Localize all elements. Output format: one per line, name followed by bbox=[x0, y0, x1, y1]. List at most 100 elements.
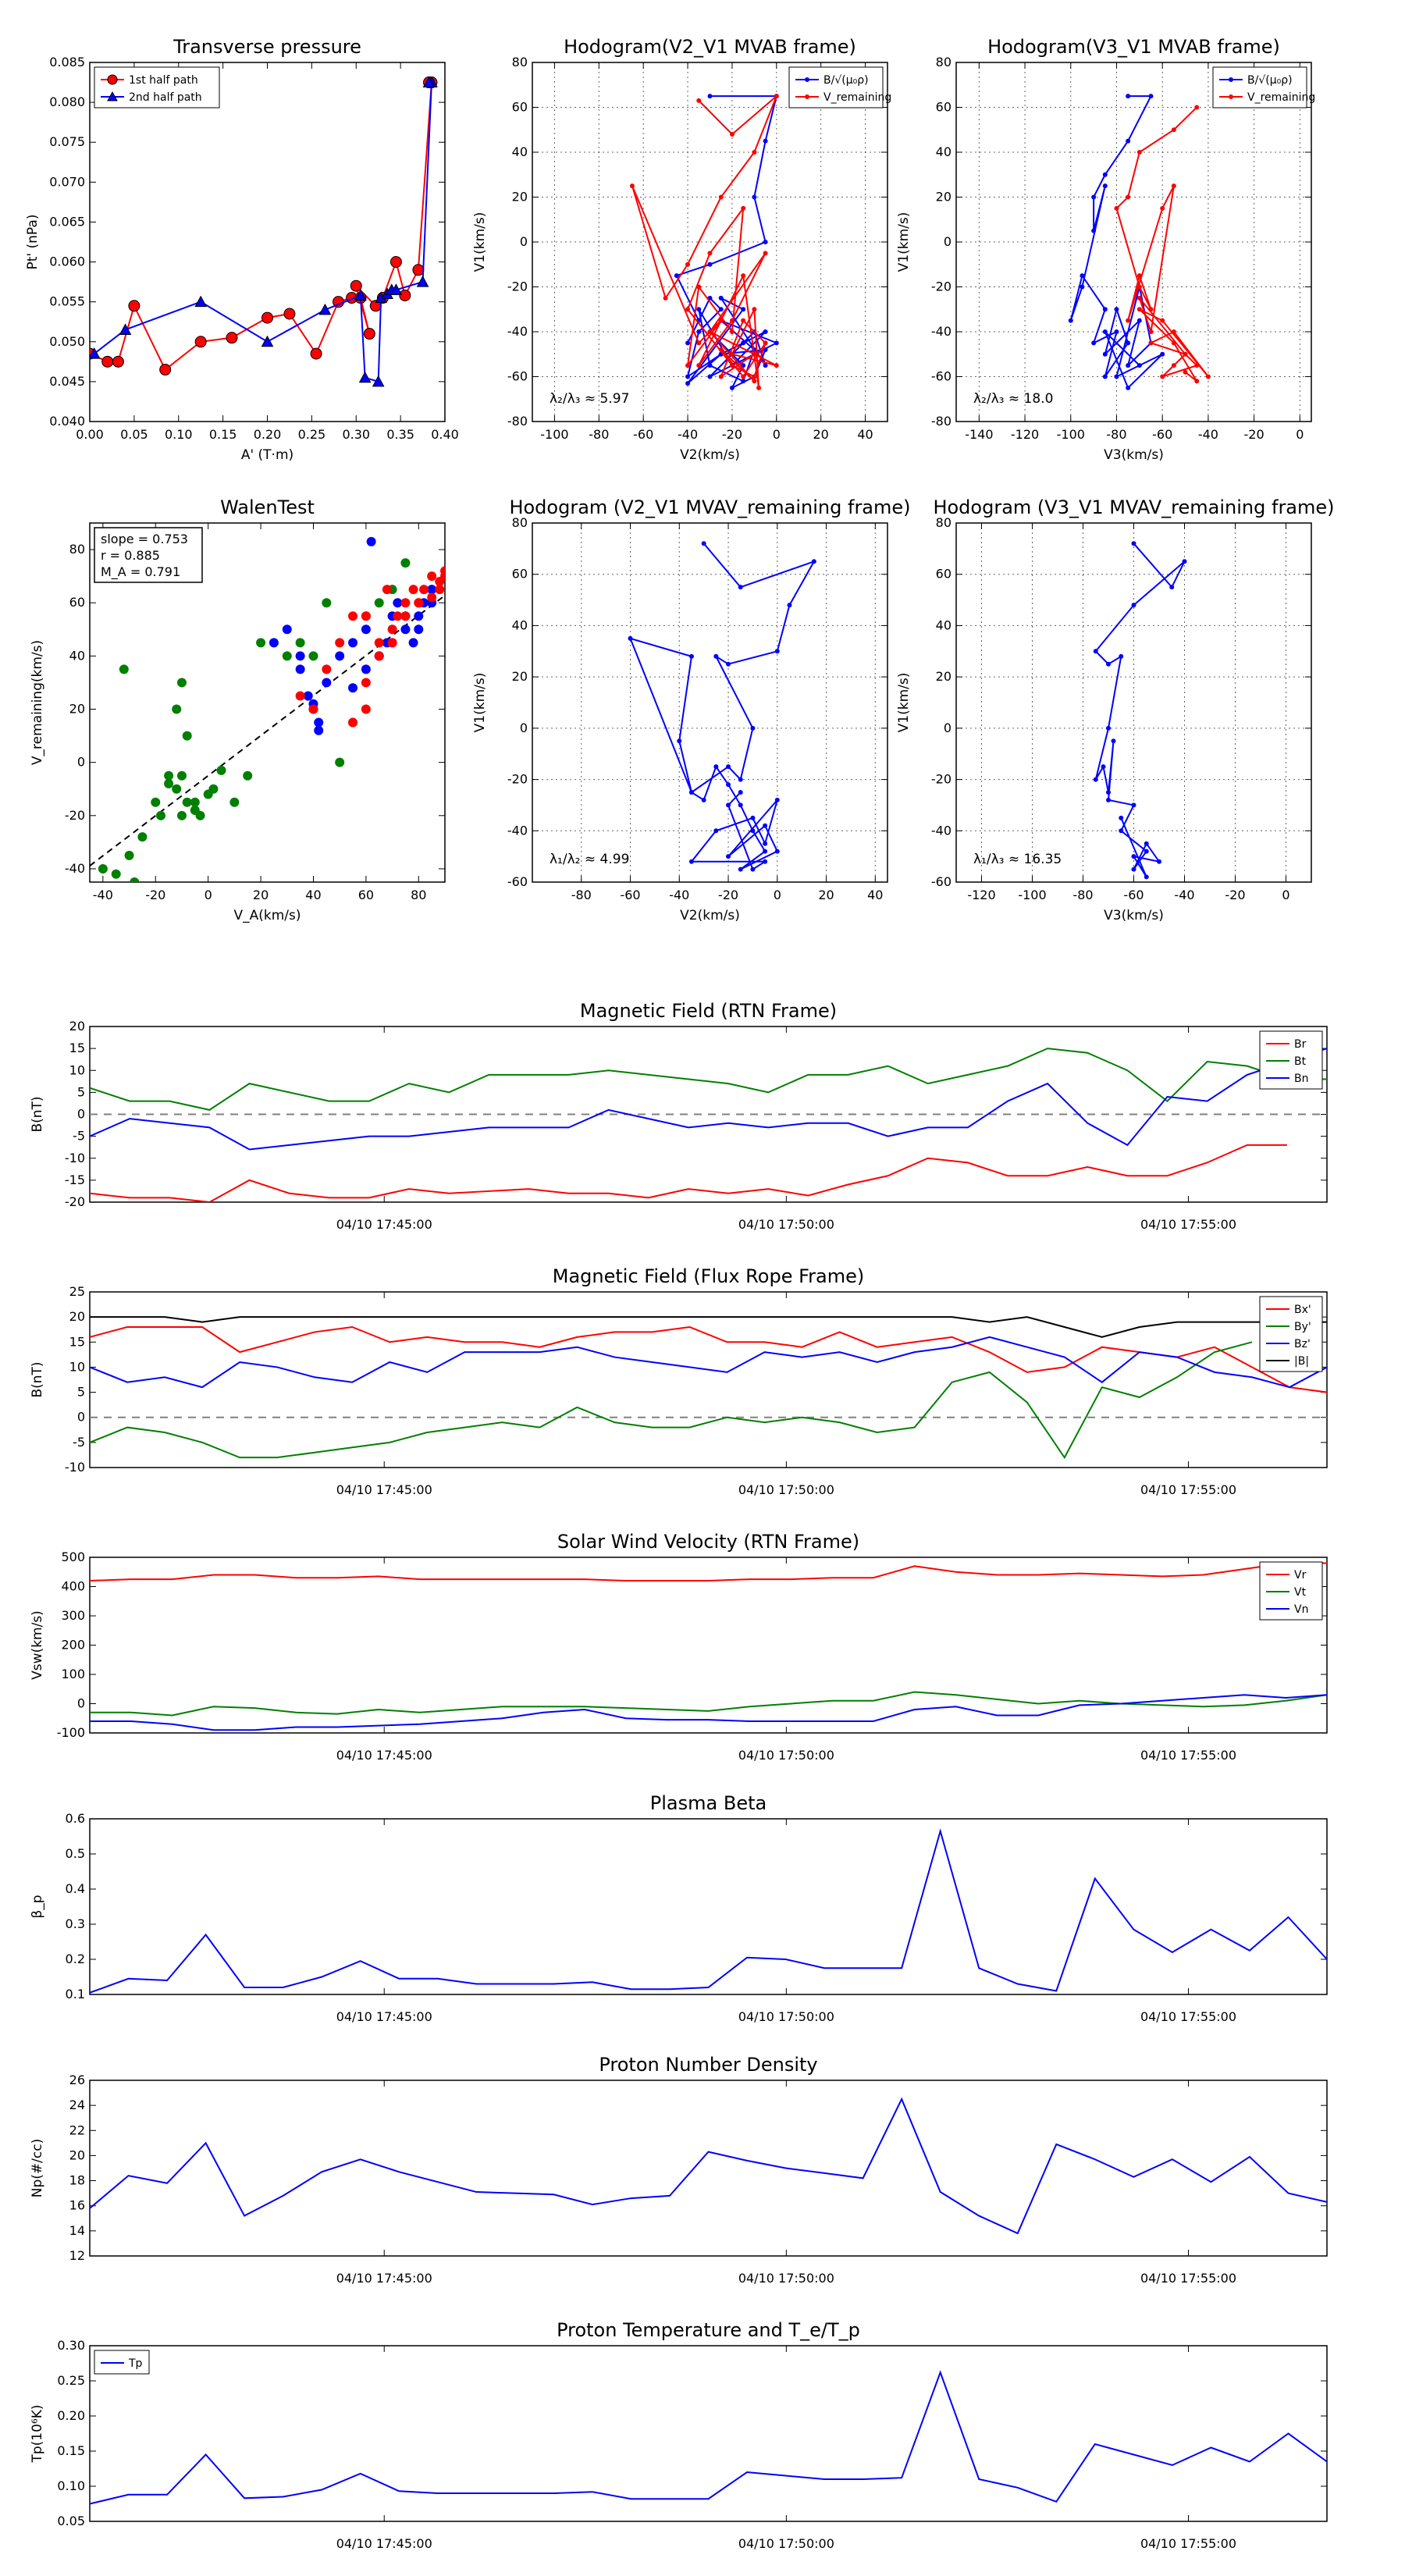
series-line-V bbox=[628, 543, 816, 871]
y-tick-label: 20 bbox=[69, 2147, 85, 2162]
data-point-V_remaining bbox=[1194, 379, 1200, 384]
series-line-V_remaining bbox=[1115, 106, 1209, 382]
legend-label: By' bbox=[1294, 1321, 1311, 1333]
data-point-B/√(μ₀ρ) bbox=[685, 340, 691, 346]
y-tick-label: 0.15 bbox=[57, 2443, 85, 2458]
y-tick-label: 26 bbox=[69, 2073, 85, 2087]
data-point-green bbox=[256, 638, 266, 648]
data-point-V bbox=[750, 828, 756, 834]
data-point-V bbox=[1106, 661, 1111, 667]
data-point-B/√(μ₀ρ) bbox=[1126, 363, 1131, 368]
y-tick-label: -100 bbox=[57, 1725, 85, 1740]
data-point-B/√(μ₀ρ) bbox=[1080, 273, 1085, 279]
y-tick-label: 0 bbox=[77, 1410, 85, 1425]
data-point-V bbox=[787, 603, 792, 608]
data-point-V bbox=[1131, 866, 1136, 872]
data-point-V_remaining bbox=[1148, 307, 1154, 312]
y-tick-label: 40 bbox=[936, 617, 951, 632]
chart-hodo3: Hodogram (V2_V1 MVAV_remaining frame) -60… bbox=[472, 496, 911, 923]
series-line-Bx' bbox=[90, 1325, 1327, 1393]
data-point-V_remaining bbox=[729, 363, 735, 368]
y-tick-label: -20 bbox=[507, 279, 528, 294]
data-point-B/√(μ₀ρ) bbox=[707, 94, 713, 99]
data-point-V bbox=[1144, 874, 1149, 880]
x-tick-label: -20 bbox=[1244, 427, 1264, 442]
data-point-V_remaining bbox=[1160, 318, 1165, 323]
data-point-V bbox=[726, 661, 731, 667]
x-tick-label: 04/10 17:55:00 bbox=[1140, 1217, 1236, 1232]
data-point-red bbox=[440, 571, 445, 582]
data-point-B/√(μ₀ρ) bbox=[1114, 307, 1119, 312]
x-tick-label: 0.25 bbox=[298, 427, 326, 442]
chart-title: Hodogram (V2_V1 MVAV_remaining frame) bbox=[509, 496, 910, 518]
y-tick-label: 60 bbox=[69, 595, 85, 610]
x-tick-label: -40 bbox=[93, 888, 113, 902]
data-point-B/√(μ₀ρ) bbox=[1126, 385, 1131, 390]
data-point-blue bbox=[414, 624, 424, 635]
y-tick-label: -5 bbox=[73, 1435, 85, 1450]
data-point-green bbox=[190, 797, 200, 807]
data-point-V_remaining bbox=[1136, 295, 1142, 301]
data-point-green bbox=[400, 558, 411, 568]
data-point-B/√(μ₀ρ) bbox=[763, 138, 768, 144]
chart-title: Magnetic Field (Flux Rope Frame) bbox=[553, 1265, 864, 1287]
data-point-B/√(μ₀ρ) bbox=[707, 262, 713, 267]
data-point-V bbox=[1169, 585, 1175, 590]
y-tick-label: 0 bbox=[77, 1107, 85, 1122]
y-tick-label: 20 bbox=[936, 669, 951, 684]
data-point-V_remaining bbox=[1126, 318, 1131, 323]
data-point-green bbox=[335, 757, 345, 767]
y-tick-label: 20 bbox=[512, 669, 528, 684]
data-point-V_remaining bbox=[774, 94, 779, 99]
data-point-B/√(μ₀ρ) bbox=[741, 340, 746, 346]
x-tick-label: 60 bbox=[358, 888, 374, 902]
data-point-red bbox=[400, 598, 411, 608]
data-point-red bbox=[419, 585, 429, 595]
legend-marker bbox=[107, 91, 118, 101]
data-point-1st half path bbox=[350, 279, 362, 292]
legend-label: Vt bbox=[1294, 1586, 1307, 1599]
data-point-red bbox=[308, 704, 318, 714]
data-point-1st half path bbox=[389, 256, 402, 269]
data-point-blue bbox=[295, 664, 305, 674]
y-axis-label: Pt' (nPa) bbox=[25, 215, 41, 270]
chart-bflux: Magnetic Field (Flux Rope Frame) -10 -5 0 5 1… bbox=[30, 1265, 1328, 1497]
x-tick-label: -80 bbox=[1106, 427, 1126, 442]
data-point-V_remaining bbox=[763, 340, 768, 346]
data-point-green bbox=[124, 850, 134, 860]
data-point-V_remaining bbox=[1148, 329, 1154, 334]
data-point-green bbox=[172, 704, 182, 714]
y-tick-label: 80 bbox=[512, 515, 528, 530]
y-tick-label: -80 bbox=[931, 414, 951, 429]
data-point-V bbox=[1106, 790, 1111, 795]
data-point-blue bbox=[361, 624, 371, 635]
series-line-Bn bbox=[90, 1048, 1327, 1151]
data-point-V bbox=[811, 559, 816, 564]
data-point-green bbox=[243, 770, 253, 781]
chart-vsw: Solar Wind Velocity (RTN Frame) -100 0 100 2… bbox=[30, 1531, 1328, 1763]
y-tick-label: 5 bbox=[77, 1385, 85, 1400]
series-line-2nd half path bbox=[94, 81, 432, 383]
y-tick-label: 20 bbox=[69, 1309, 85, 1324]
x-tick-label: 0.15 bbox=[209, 427, 237, 442]
chart-hodo2: Hodogram(V3_V1 MVAB frame) -80 -60 -40 -20 0 2… bbox=[896, 36, 1315, 463]
data-point-B/√(μ₀ρ) bbox=[763, 329, 768, 334]
series-line-Vr bbox=[90, 1562, 1327, 1582]
stats-box bbox=[94, 527, 203, 583]
data-point-V bbox=[1119, 653, 1124, 659]
data-point-B/√(μ₀ρ) bbox=[1102, 307, 1108, 312]
plot-area bbox=[90, 1316, 1327, 1460]
data-point-B/√(μ₀ρ) bbox=[1136, 318, 1142, 323]
data-point-1st half path bbox=[226, 332, 238, 344]
chart-title: Proton Number Density bbox=[599, 2054, 817, 2076]
plot-frame bbox=[89, 62, 446, 422]
y-tick-label: -20 bbox=[931, 772, 951, 787]
legend-label: Vr bbox=[1294, 1569, 1307, 1582]
data-point-V bbox=[713, 764, 719, 770]
data-point-B/√(μ₀ρ) bbox=[674, 273, 679, 279]
y-tick-label: 0.25 bbox=[57, 2373, 85, 2388]
y-tick-label: -10 bbox=[65, 1151, 85, 1165]
y-tick-label: -60 bbox=[507, 369, 528, 384]
chart-np: Proton Number Density 12 14 16 18 20 22 24 26 04/… bbox=[30, 2054, 1328, 2286]
x-tick-label: -60 bbox=[633, 427, 653, 442]
